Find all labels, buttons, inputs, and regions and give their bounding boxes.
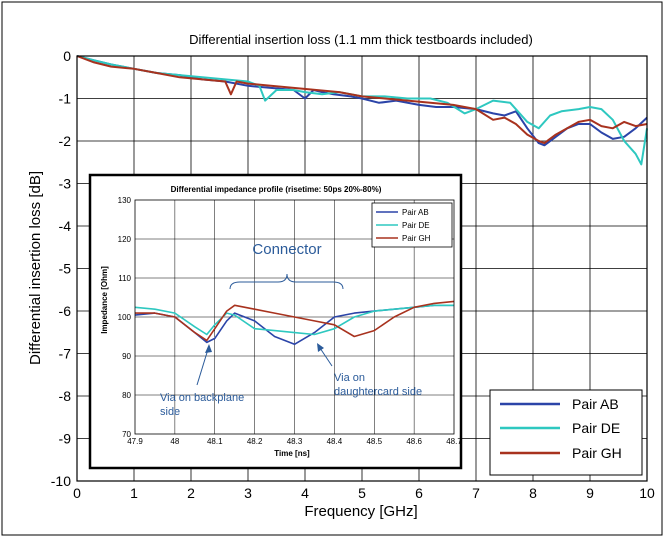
main-x-tick-label: 0 xyxy=(73,485,81,501)
inset-x-tick-label: 48.1 xyxy=(207,437,223,446)
main-x-tick-label: 6 xyxy=(415,485,423,501)
via-backplane-annotation-line1: Via on backplane xyxy=(160,392,244,404)
main-legend-label-pair-gh: Pair GH xyxy=(572,445,622,461)
main-x-tick-label: 2 xyxy=(187,485,195,501)
main-y-axis-label: Differential insertion loss [dB] xyxy=(27,171,44,365)
main-y-tick-label: -8 xyxy=(59,388,72,404)
inset-annotations: Connector Via on backplane side Via on d… xyxy=(160,241,422,418)
via-daughtercard-annotation-line2: daughtercard side xyxy=(334,386,422,398)
inset-x-ticks: 47.9 48 48.1 48.2 48.3 48.4 48.5 48.6 48.7 xyxy=(127,437,462,446)
inset-legend-label-pair-de: Pair DE xyxy=(402,221,430,230)
main-y-tick-label: -6 xyxy=(59,303,72,319)
inset-plot-border xyxy=(134,199,455,435)
main-y-tick-label: 0 xyxy=(63,48,71,64)
main-y-tick-label: -7 xyxy=(59,345,72,361)
inset-x-tick-label: 47.9 xyxy=(127,437,143,446)
main-y-tick-label: -3 xyxy=(59,175,72,191)
main-x-tick-label: 9 xyxy=(586,485,594,501)
via-daughtercard-arrowhead xyxy=(317,343,324,352)
main-series xyxy=(76,55,648,166)
inset-y-tick-label: 130 xyxy=(118,196,132,205)
main-x-tick-label: 8 xyxy=(529,485,537,501)
main-series-line-pair-gh xyxy=(76,55,648,145)
inset-x-axis-label: Time [ns] xyxy=(274,449,310,458)
main-legend-label-pair-ab: Pair AB xyxy=(572,396,619,412)
inset-x-tick-label: 48.7 xyxy=(446,437,462,446)
inset-chart-title: Differential impedance profile (risetime… xyxy=(171,185,382,194)
via-backplane-arrowhead xyxy=(205,344,212,353)
inset-chart: Differential impedance profile (risetime… xyxy=(88,173,462,470)
main-x-tick-label: 7 xyxy=(472,485,480,501)
inset-x-tick-label: 48.6 xyxy=(406,437,422,446)
inset-y-tick-label: 110 xyxy=(118,274,131,283)
inset-series-line-pair-gh xyxy=(135,300,455,342)
inset-y-tick-label: 100 xyxy=(118,313,132,322)
main-y-tick-label: -9 xyxy=(59,430,72,446)
main-legend-label-pair-de: Pair DE xyxy=(572,420,620,436)
main-x-tick-label: 5 xyxy=(358,485,366,501)
via-daughtercard-annotation-line1: Via on xyxy=(334,372,365,384)
main-x-ticks: 0 1 2 3 4 5 6 7 8 9 10 xyxy=(73,485,655,501)
main-plot-border xyxy=(76,55,648,482)
connector-annotation: Connector xyxy=(252,241,321,258)
main-y-ticks: 0 -1 -2 -3 -4 -5 -6 -7 -8 -9 -10 xyxy=(51,48,71,489)
inset-series xyxy=(134,300,455,346)
main-y-tick-label: -10 xyxy=(51,473,71,489)
main-y-tick-label: -5 xyxy=(59,260,72,276)
inset-legend: Pair AB Pair DE Pair GH xyxy=(371,202,453,248)
main-y-tick-label: -2 xyxy=(59,133,72,149)
inset-y-tick-label: 90 xyxy=(122,352,131,361)
inset-x-tick-label: 48.5 xyxy=(366,437,382,446)
main-x-tick-label: 4 xyxy=(301,485,309,501)
inset-x-tick-label: 48 xyxy=(170,437,179,446)
main-series-line-pair-de xyxy=(76,55,648,166)
main-x-tick-label: 3 xyxy=(244,485,252,501)
main-legend: Pair AB Pair DE Pair GH xyxy=(489,389,643,476)
main-x-tick-label: 1 xyxy=(130,485,138,501)
via-backplane-annotation-line2: side xyxy=(160,406,180,418)
main-chart-title: Differential insertion loss (1.1 mm thic… xyxy=(189,32,533,47)
inset-y-tick-label: 70 xyxy=(122,430,131,439)
inset-y-axis-label: Impedance [Ohm] xyxy=(100,266,109,334)
main-x-axis-label: Frequency [GHz] xyxy=(304,503,417,520)
inset-x-tick-label: 48.2 xyxy=(247,437,263,446)
inset-legend-label-pair-gh: Pair GH xyxy=(402,234,431,243)
main-x-tick-label: 10 xyxy=(639,485,655,501)
inset-y-tick-label: 120 xyxy=(118,235,132,244)
main-y-tick-label: -4 xyxy=(59,218,72,234)
inset-series-line-pair-de xyxy=(134,304,454,336)
main-y-tick-label: -1 xyxy=(59,90,72,106)
connector-brace xyxy=(229,273,344,290)
inset-y-ticks: 70 80 90 100 110 120 130 xyxy=(118,196,132,439)
inset-x-tick-label: 48.3 xyxy=(287,437,303,446)
inset-y-tick-label: 80 xyxy=(122,391,131,400)
inset-legend-label-pair-ab: Pair AB xyxy=(402,208,429,217)
inset-x-tick-label: 48.4 xyxy=(327,437,343,446)
